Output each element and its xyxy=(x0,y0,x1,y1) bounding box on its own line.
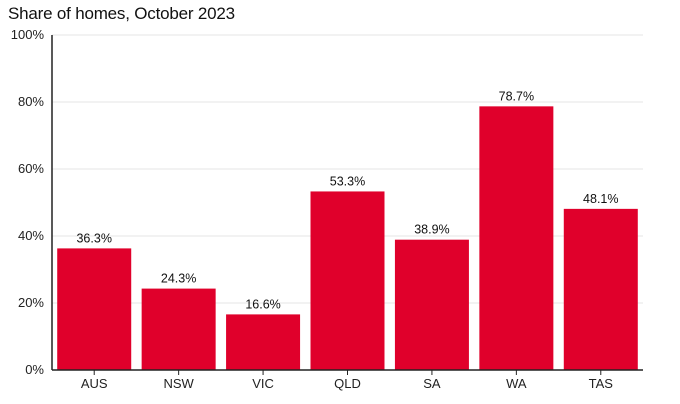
bar-wa xyxy=(479,106,554,370)
data-label: 48.1% xyxy=(583,192,618,206)
x-tick-label: NSW xyxy=(163,376,194,391)
chart-title: Share of homes, October 2023 xyxy=(8,4,235,23)
y-tick-label: 60% xyxy=(18,161,44,176)
data-label: 78.7% xyxy=(499,89,534,103)
data-label: 38.9% xyxy=(414,223,449,237)
y-tick-label: 100% xyxy=(11,27,45,42)
data-label: 16.6% xyxy=(245,297,280,311)
y-tick-label: 20% xyxy=(18,295,44,310)
x-tick-label: SA xyxy=(423,376,441,391)
y-tick-label: 80% xyxy=(18,94,44,109)
x-tick-label: WA xyxy=(506,376,527,391)
y-tick-label: 40% xyxy=(18,228,44,243)
x-tick-label: VIC xyxy=(252,376,274,391)
x-tick-label: TAS xyxy=(589,376,614,391)
data-label: 36.3% xyxy=(76,231,111,245)
bar-qld xyxy=(310,191,385,370)
x-tick-label: QLD xyxy=(334,376,361,391)
data-label: 53.3% xyxy=(330,174,365,188)
bars: 36.3% 24.3% 16.6% 53.3% 38.9% 78.7% 48.1% xyxy=(57,89,638,370)
x-axis: AUS NSW VIC QLD SA WA TAS xyxy=(52,369,643,391)
data-label: 24.3% xyxy=(161,272,196,286)
x-tick-label: AUS xyxy=(81,376,108,391)
bar-vic xyxy=(226,314,301,370)
y-axis: 0% 20% 40% 60% 80% 100% xyxy=(11,27,53,377)
bar-aus xyxy=(57,248,132,370)
bar-nsw xyxy=(141,288,216,370)
bar-sa xyxy=(394,239,469,370)
bar-tas xyxy=(563,208,638,370)
y-tick-label: 0% xyxy=(25,362,44,377)
